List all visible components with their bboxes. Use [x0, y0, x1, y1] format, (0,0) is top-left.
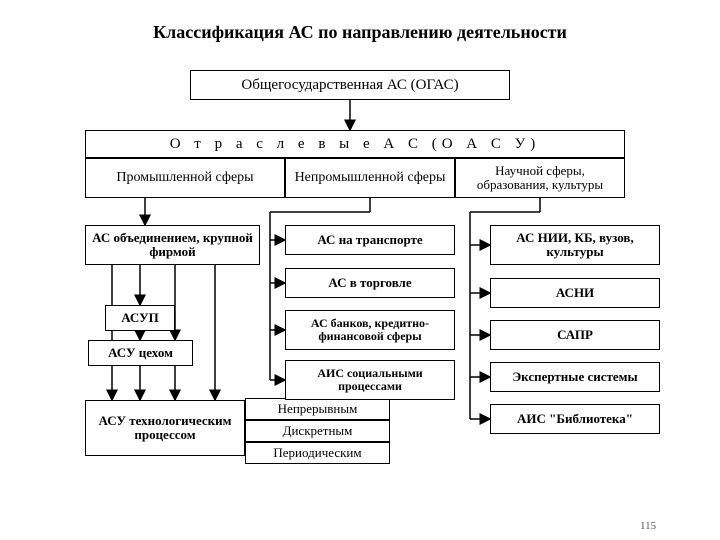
page-title: Классификация АС по направлению деятельн…: [80, 22, 640, 43]
node-industrial: Промышленной сферы: [85, 158, 285, 198]
node-expert: Экспертные системы: [490, 362, 660, 392]
node-asu_ceh: АСУ цехом: [88, 340, 193, 366]
node-cont: Непрерывным: [245, 398, 390, 420]
node-disc: Дискретным: [245, 420, 390, 442]
node-biblio: АИС "Библиотека": [490, 404, 660, 434]
node-oasu: О т р а с л е в ы е А С (О А С У): [85, 130, 625, 158]
node-social: АИС социальными процессами: [285, 360, 455, 400]
node-asu_firm: АС объединением, крупной фирмой: [85, 225, 260, 265]
page-number: 115: [640, 520, 656, 532]
node-nii: АС НИИ, КБ, вузов, культуры: [490, 225, 660, 265]
node-period: Периодическим: [245, 442, 390, 464]
node-asup: АСУП: [105, 305, 175, 331]
node-asu_tp: АСУ технологическим процессом: [85, 400, 245, 456]
node-ogas: Общегосударственная АС (ОГАС): [190, 70, 510, 100]
node-transport: АС на транспорте: [285, 225, 455, 255]
node-nonind: Непромышленной сферы: [285, 158, 455, 198]
node-sapr: САПР: [490, 320, 660, 350]
node-banks: АС банков, кредитно-финансовой сферы: [285, 310, 455, 350]
node-trade: АС в торговле: [285, 268, 455, 298]
node-science: Научной сферы, образования, культуры: [455, 158, 625, 198]
node-asni: АСНИ: [490, 278, 660, 308]
